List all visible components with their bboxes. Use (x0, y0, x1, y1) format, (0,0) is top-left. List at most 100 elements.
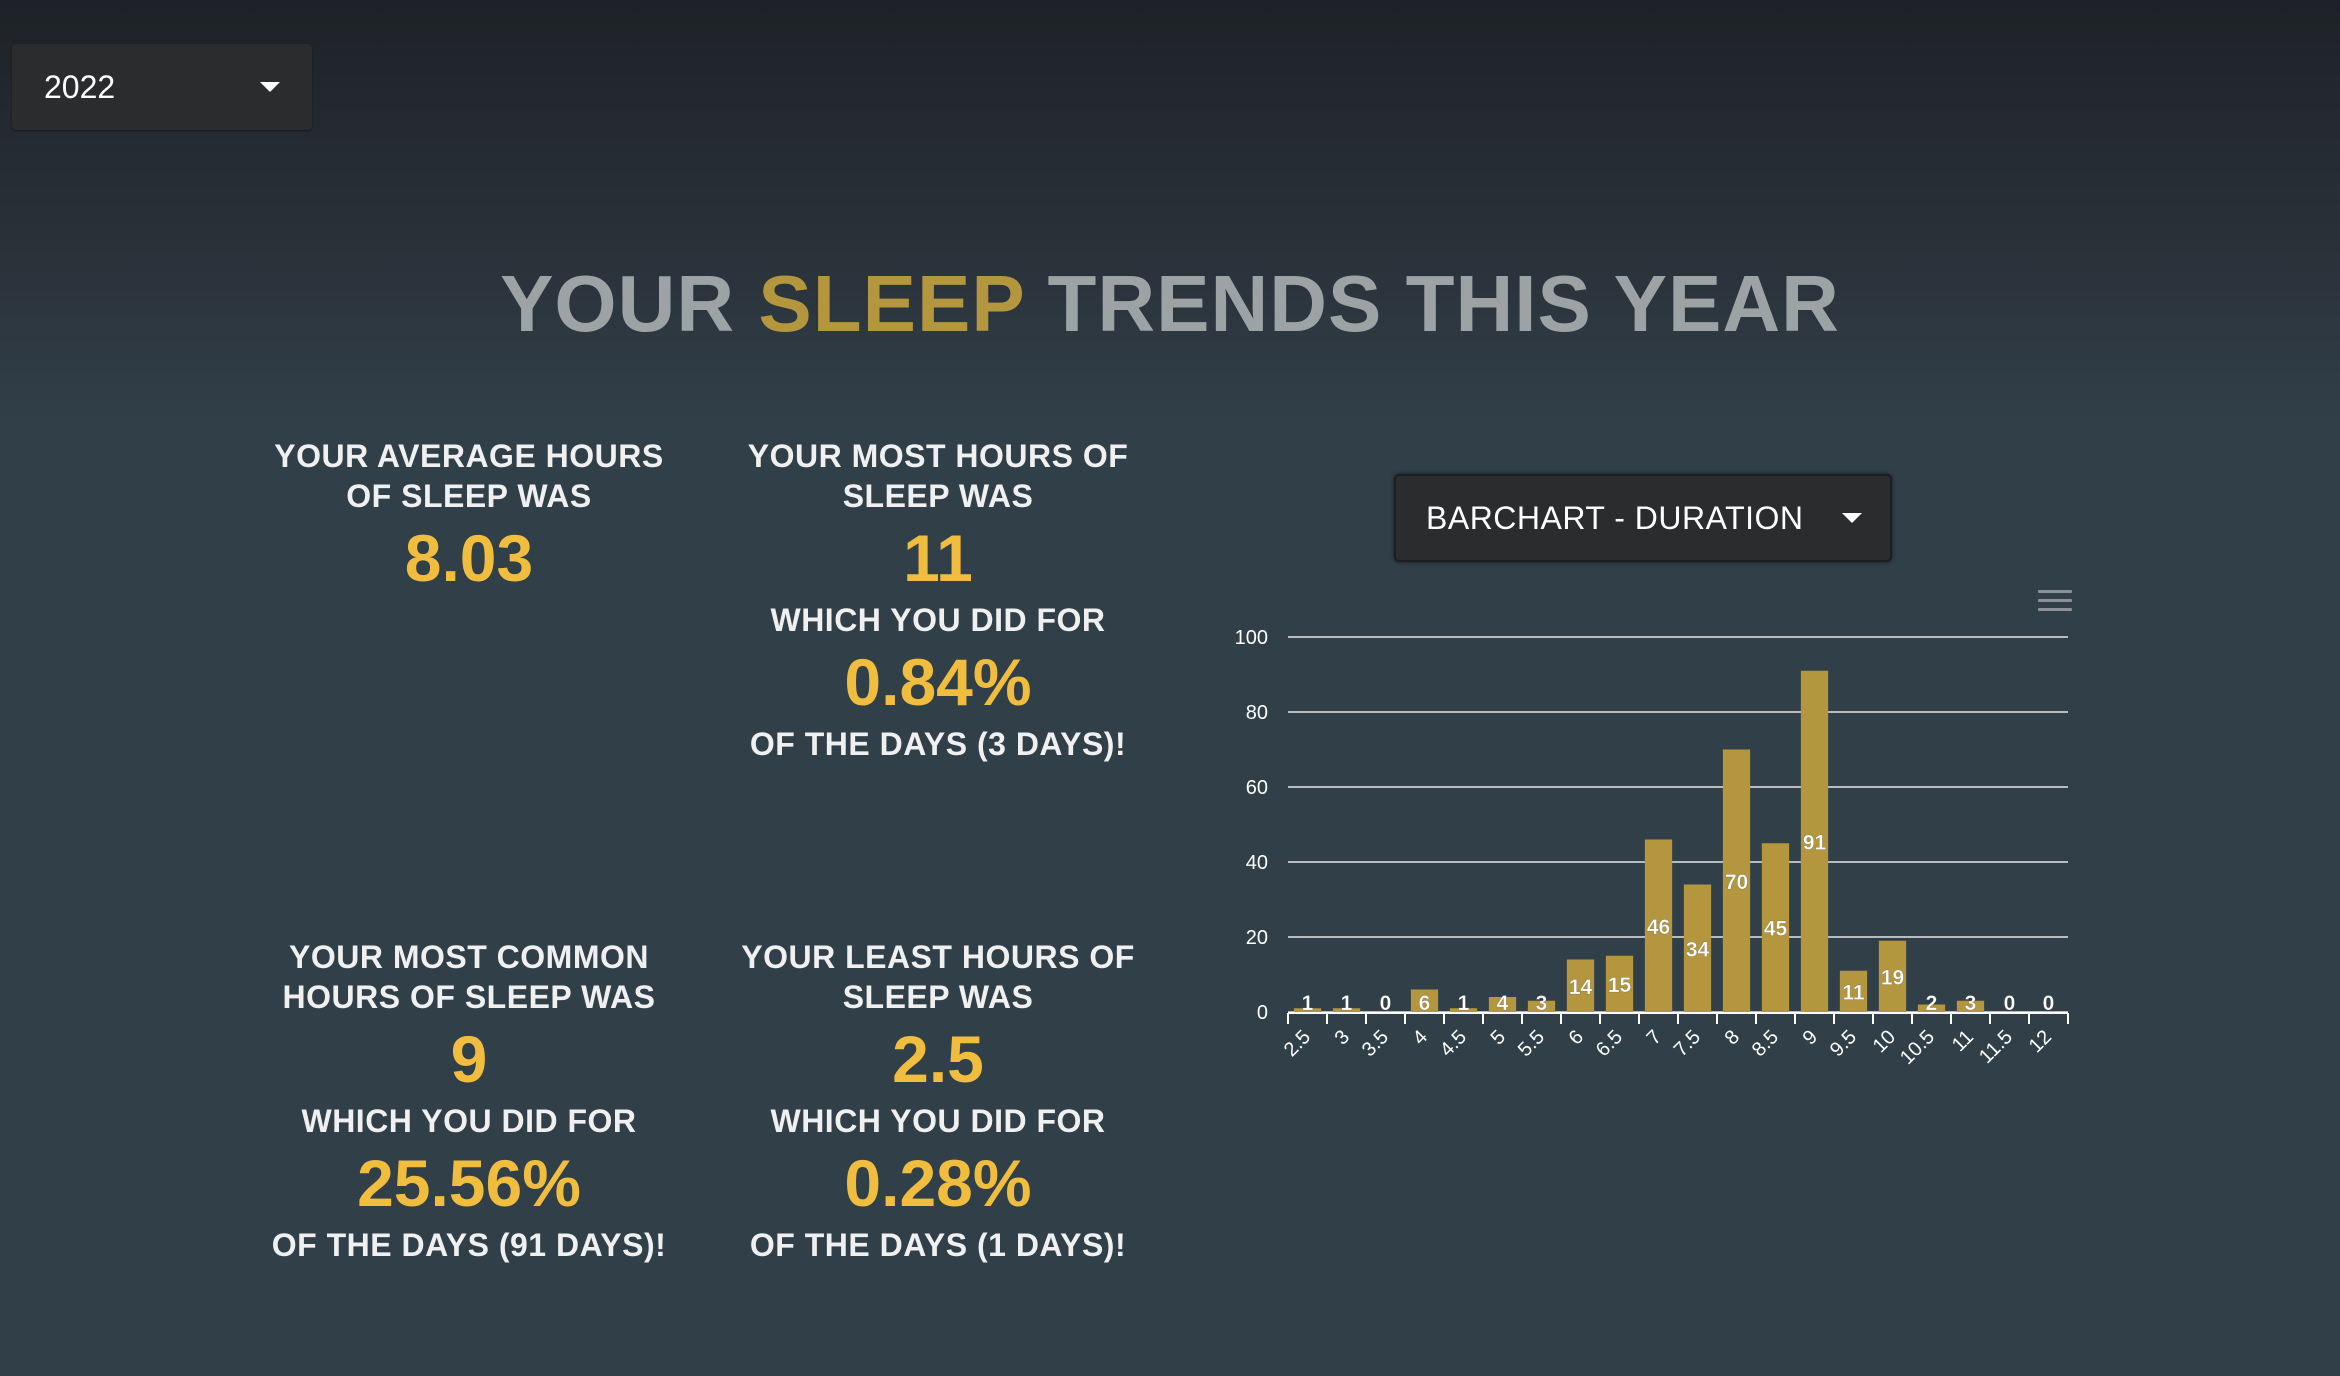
x-tick-label-9.5: 9.5 (1826, 1026, 1861, 1061)
bar-2.5 (1293, 1008, 1322, 1012)
stat-common-value: 9 (450, 1022, 488, 1096)
data-label-3: 1 (1341, 992, 1353, 1015)
x-tick-label-3.5: 3.5 (1358, 1026, 1393, 1061)
data-label-10.5: 2 (1926, 992, 1938, 1015)
data-label-9: 91 (1803, 831, 1827, 854)
stat-most-did-for: WHICH YOU DID FOR (770, 602, 1106, 638)
caret-down-icon (260, 82, 280, 92)
x-tick-label-8.5: 8.5 (1748, 1026, 1783, 1061)
y-tick-label: 20 (1246, 927, 1268, 949)
x-tick-label-3: 3 (1331, 1026, 1354, 1049)
bar-7 (1644, 839, 1673, 1012)
y-tick-label: 80 (1246, 702, 1268, 724)
data-label-5: 4 (1497, 992, 1509, 1015)
stat-common-percent: 25.56% (357, 1146, 581, 1220)
bar-5 (1488, 997, 1517, 1012)
data-label-2.5: 1 (1302, 992, 1314, 1015)
stat-most-common-hours: YOUR MOST COMMON HOURS OF SLEEP WAS 9 WH… (234, 937, 704, 1265)
x-tick-label-7: 7 (1643, 1026, 1666, 1049)
bar-9.5 (1839, 970, 1868, 1012)
data-label-4.5: 1 (1458, 992, 1470, 1015)
x-tick-label-10: 10 (1869, 1026, 1900, 1057)
bar-6 (1566, 959, 1595, 1012)
x-tick-label-5: 5 (1487, 1026, 1510, 1049)
chart-type-select[interactable]: BARCHART - DURATION (1394, 474, 1892, 562)
stat-common-days: OF THE DAYS (91 DAYS)! (271, 1227, 667, 1263)
stat-least-hours: YOUR LEAST HOURS OF SLEEP WAS 2.5 WHICH … (703, 937, 1173, 1265)
stat-most-days: OF THE DAYS (3 DAYS)! (749, 726, 1127, 762)
stat-average-value: 8.03 (404, 521, 534, 595)
data-label-11.5: 0 (2004, 992, 2016, 1015)
bar-6.5 (1605, 955, 1634, 1012)
stat-average-label-line1: YOUR AVERAGE HOURS (274, 438, 664, 474)
y-tick-label: 100 (1235, 627, 1268, 649)
page-title-part2: TRENDS THIS YEAR (1024, 259, 1840, 348)
sleep-duration-bar-chart: 02040608010012.51303.56414.54535.5146156… (1235, 627, 2069, 1069)
chart-type-select-value: BARCHART - DURATION (1426, 499, 1804, 536)
stat-most-value: 11 (903, 521, 973, 595)
x-tick-label-7.5: 7.5 (1670, 1026, 1705, 1061)
x-tick-label-2.5: 2.5 (1280, 1026, 1315, 1061)
stat-least-did-for: WHICH YOU DID FOR (770, 1103, 1106, 1139)
x-tick-label-6.5: 6.5 (1592, 1026, 1627, 1061)
data-label-3.5: 0 (1380, 992, 1392, 1015)
page-title: YOUR SLEEP TRENDS THIS YEAR (0, 258, 2340, 350)
data-label-7.5: 34 (1686, 938, 1710, 961)
bar-10 (1878, 940, 1907, 1012)
stat-average-label-line2: OF SLEEP WAS (346, 478, 592, 514)
bar-8 (1722, 749, 1751, 1012)
stat-average-hours: YOUR AVERAGE HOURS OF SLEEP WAS 8.03 (234, 436, 704, 600)
bar-9 (1800, 670, 1829, 1012)
bar-8.5 (1761, 843, 1790, 1012)
year-select-value: 2022 (44, 68, 116, 105)
bar-10.5 (1917, 1004, 1946, 1012)
page-title-part1: YOUR (500, 259, 759, 348)
x-tick-label-5.5: 5.5 (1514, 1026, 1549, 1061)
y-tick-label: 60 (1246, 777, 1268, 799)
data-label-12: 0 (2043, 992, 2055, 1015)
data-label-4: 6 (1419, 992, 1431, 1015)
stat-least-percent: 0.28% (844, 1146, 1032, 1220)
caret-down-icon (1842, 513, 1862, 523)
bar-4.5 (1449, 1008, 1478, 1012)
stat-most-percent: 0.84% (844, 645, 1032, 719)
stat-common-label-line2: HOURS OF SLEEP WAS (282, 979, 656, 1015)
bar-3 (1332, 1008, 1361, 1012)
x-tick-label-11: 11 (1948, 1026, 1978, 1056)
bar-4 (1410, 989, 1439, 1012)
x-tick-label-9: 9 (1799, 1026, 1822, 1049)
year-select[interactable]: 2022 (12, 44, 312, 130)
stat-least-label-line1: YOUR LEAST HOURS OF (741, 939, 1135, 975)
x-tick-label-4: 4 (1409, 1026, 1432, 1049)
stat-most-label-line2: SLEEP WAS (842, 478, 1034, 514)
hamburger-menu-icon[interactable] (2038, 590, 2072, 616)
bar-7.5 (1683, 884, 1712, 1012)
y-tick-label: 40 (1246, 852, 1268, 874)
y-tick-label: 0 (1257, 1002, 1268, 1024)
stat-least-value: 2.5 (892, 1022, 984, 1096)
stat-common-did-for: WHICH YOU DID FOR (301, 1103, 637, 1139)
data-label-7: 46 (1647, 916, 1670, 939)
data-label-8: 70 (1725, 871, 1748, 894)
stat-least-days: OF THE DAYS (1 DAYS)! (749, 1227, 1127, 1263)
bar-5.5 (1527, 1000, 1556, 1012)
data-label-11: 3 (1965, 992, 1977, 1015)
stat-most-hours: YOUR MOST HOURS OF SLEEP WAS 11 WHICH YO… (703, 436, 1173, 764)
stat-most-label-line1: YOUR MOST HOURS OF (747, 438, 1129, 474)
bar-11 (1956, 1000, 1985, 1012)
page-title-accent: SLEEP (758, 259, 1025, 348)
data-label-10: 19 (1881, 966, 1904, 989)
stat-common-label-line1: YOUR MOST COMMON (289, 939, 649, 975)
data-label-6: 14 (1569, 976, 1593, 999)
data-label-5.5: 3 (1536, 992, 1548, 1015)
stat-least-label-line2: SLEEP WAS (842, 979, 1034, 1015)
x-tick-label-8: 8 (1721, 1026, 1744, 1049)
x-tick-label-11.5: 11.5 (1975, 1026, 2017, 1068)
x-tick-label-12: 12 (2025, 1026, 2056, 1057)
data-label-9.5: 11 (1842, 981, 1865, 1004)
data-label-6.5: 15 (1608, 974, 1632, 997)
x-tick-label-4.5: 4.5 (1436, 1026, 1471, 1061)
x-tick-label-10.5: 10.5 (1896, 1026, 1939, 1069)
x-tick-label-6: 6 (1565, 1026, 1588, 1049)
data-label-8.5: 45 (1764, 918, 1788, 941)
